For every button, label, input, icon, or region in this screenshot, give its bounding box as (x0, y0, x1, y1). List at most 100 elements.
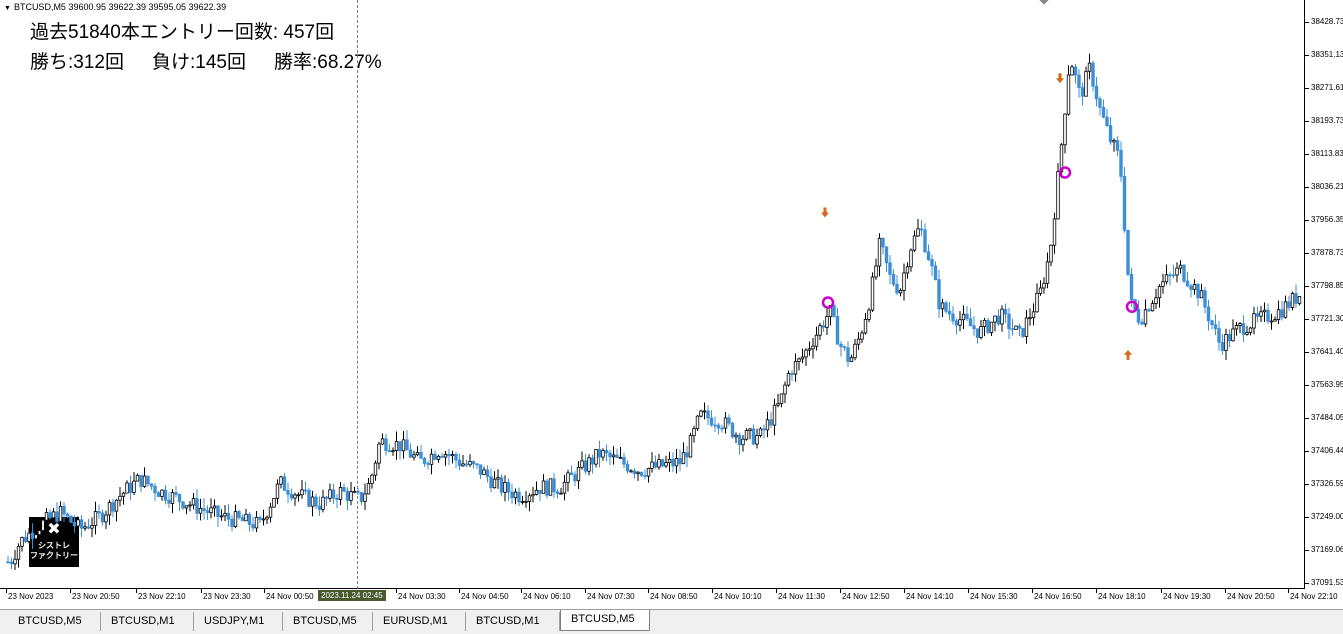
candle-body (1115, 140, 1120, 151)
time-tick (968, 589, 969, 593)
price-label: 38271.61 (1311, 83, 1343, 92)
chart-tab[interactable]: EURUSD,M1 (373, 612, 466, 631)
candle-body (128, 482, 133, 493)
candle-body (807, 348, 812, 351)
candle-body (947, 310, 952, 315)
candle-body (457, 459, 462, 467)
candle-body (205, 510, 210, 514)
dropdown-triangle-icon[interactable]: ▼ (4, 5, 11, 12)
candle-body (461, 463, 465, 467)
candle-body (188, 504, 192, 507)
candle-body (44, 512, 49, 521)
candle-body (562, 481, 567, 494)
candle-body (181, 501, 185, 509)
candle-body (97, 511, 101, 514)
candle-body (1185, 280, 1190, 287)
candle-body (1094, 85, 1099, 100)
candle-body (1210, 320, 1214, 326)
candle-body (496, 477, 500, 480)
losses-text: 負け:145回 (151, 52, 246, 73)
candle-body (69, 515, 73, 523)
candle-body (615, 454, 619, 458)
candle-body (905, 266, 910, 274)
time-label: 24 Nov 22:10 (1290, 592, 1338, 601)
candle-body (1052, 218, 1057, 246)
price-label: 37798.85 (1311, 281, 1343, 290)
candle-body (751, 428, 756, 445)
candle-body (443, 453, 448, 458)
candle-body (695, 415, 700, 430)
candle-body (874, 265, 878, 278)
candle-body (769, 419, 773, 426)
candle-body (503, 482, 507, 493)
candle-body (884, 246, 889, 264)
candle-body (1269, 320, 1274, 323)
chart-tab[interactable]: USDJPY,M1 (194, 612, 283, 631)
candle-body (783, 384, 787, 395)
candle-body (639, 471, 644, 476)
candle-body (1294, 293, 1298, 304)
price-chart (6, 53, 1302, 570)
candle-body (111, 502, 115, 512)
candle-body (1049, 244, 1053, 263)
candle-body (440, 455, 444, 458)
candle-body (650, 461, 654, 469)
candle-body (1171, 274, 1176, 277)
candle-body (230, 518, 234, 527)
candle-body (734, 434, 738, 438)
time-scale[interactable]: 23 Nov 2023 23 Nov 20:50 23 Nov 22:10 23 No… (0, 589, 1343, 609)
winrate-text: 勝率:68.27% (273, 52, 382, 73)
candle-body (1220, 341, 1225, 351)
candle-body (821, 325, 826, 328)
candle-body (1266, 309, 1270, 322)
price-tick (1305, 550, 1309, 551)
candle-body (184, 505, 189, 509)
candle-body (926, 251, 931, 261)
candle-body (975, 328, 980, 338)
candle-body (328, 489, 332, 499)
price-tick (1305, 187, 1309, 188)
candle-body (191, 498, 196, 506)
chart-tab[interactable]: BTCUSD,M5 (560, 610, 650, 631)
candle-body (1017, 325, 1022, 329)
candle-body (902, 272, 906, 291)
price-tick (1305, 517, 1309, 518)
candle-body (387, 450, 392, 453)
chart-tab[interactable]: BTCUSD,M1 (101, 612, 194, 631)
candle-body (391, 450, 395, 453)
candle-body (1262, 309, 1267, 313)
candle-body (919, 228, 924, 231)
crosshair-vertical-line (357, 0, 358, 589)
candle-body (1073, 66, 1078, 76)
time-label: 24 Nov 15:30 (970, 592, 1018, 601)
chart-area[interactable]: ▼ BTCUSD,M5 39600.95 39622.39 39595.05 39… (0, 0, 1305, 589)
price-scale[interactable]: 38428.73 38351.13 38271.61 38193.73 38113.83… (1305, 0, 1343, 589)
candle-body (576, 466, 581, 482)
chart-tab[interactable]: BTCUSD,M1 (466, 612, 560, 631)
candle-body (195, 498, 199, 514)
candle-body (1234, 325, 1239, 330)
candle-body (279, 476, 283, 485)
candle-body (331, 489, 336, 499)
candle-body (1108, 125, 1113, 143)
candle-body (800, 356, 805, 360)
chart-tab[interactable]: BTCUSD,M5 (8, 612, 101, 631)
time-label: 24 Nov 07:30 (587, 592, 635, 601)
candle-body (660, 459, 665, 467)
candle-body (1164, 274, 1169, 283)
candle-body (303, 489, 308, 492)
candle-body (153, 485, 157, 494)
candle-body (1070, 66, 1074, 76)
candle-body (940, 302, 945, 310)
candle-body (1231, 328, 1235, 342)
candle-body (107, 502, 112, 516)
candle-body (622, 456, 626, 465)
candle-body (485, 469, 490, 478)
candle-body (1161, 281, 1165, 287)
candle-body (377, 443, 381, 464)
buy-arrow-icon (1124, 349, 1132, 360)
chart-tab[interactable]: BTCUSD,M5 (283, 612, 373, 631)
candle-body (573, 474, 577, 482)
candle-body (1119, 149, 1123, 177)
candle-body (468, 461, 472, 466)
